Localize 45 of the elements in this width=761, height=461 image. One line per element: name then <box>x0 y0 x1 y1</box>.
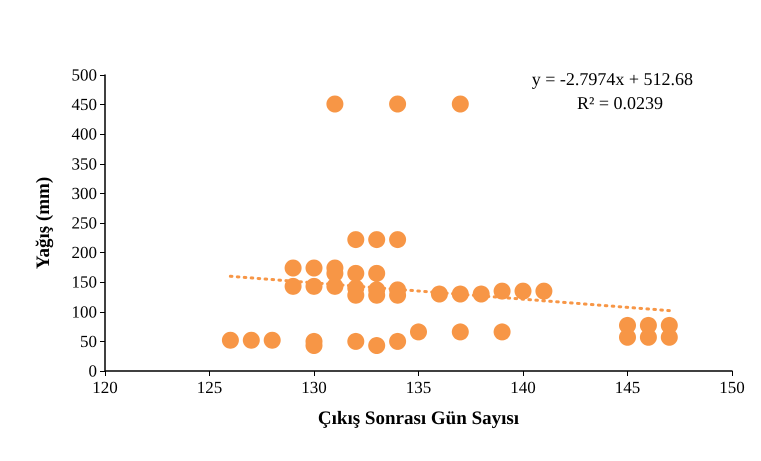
x-tick-label: 135 <box>406 378 432 397</box>
y-tick-label: 50 <box>80 332 97 351</box>
x-tick-label: 150 <box>719 378 745 397</box>
annotation: y = -2.7974x + 512.68 <box>532 69 693 89</box>
point <box>389 332 406 350</box>
point <box>368 231 386 248</box>
point <box>306 259 322 276</box>
y-axis-title: Yağış (mm) <box>33 176 54 270</box>
x-tick-label: 120 <box>92 378 118 397</box>
point <box>347 264 364 282</box>
point <box>368 264 386 282</box>
point <box>452 96 469 113</box>
y-tick-label: 400 <box>72 124 97 144</box>
point <box>264 332 281 349</box>
x-tick-label: 130 <box>301 378 327 397</box>
y-tick-label: 150 <box>72 272 97 292</box>
point <box>410 323 427 340</box>
x-tick-label: 145 <box>614 378 640 397</box>
x-tick-label: 140 <box>510 378 536 397</box>
point <box>242 332 260 349</box>
y-tick-label: 0 <box>88 362 97 380</box>
y-tick-label: 250 <box>72 214 97 232</box>
y-tick-label: 200 <box>72 243 97 262</box>
point <box>535 282 552 300</box>
x-axis-title: Çıkış Sonrası Gün Sayısı <box>318 408 520 429</box>
point <box>368 337 386 354</box>
point <box>347 332 364 350</box>
y-tick-label: 350 <box>72 154 97 174</box>
y-tick-label: 100 <box>72 302 97 322</box>
point <box>284 259 302 276</box>
y-tick-label: 450 <box>72 95 97 114</box>
point <box>326 96 344 113</box>
point <box>222 332 239 349</box>
annotation: R² = 0.0239 <box>576 93 664 113</box>
y-tick-label: 500 <box>72 66 97 84</box>
point <box>284 278 302 295</box>
point <box>494 323 511 340</box>
point <box>452 323 469 340</box>
point <box>494 282 511 300</box>
point <box>389 96 406 113</box>
point <box>514 282 532 300</box>
y-tick-label: 300 <box>72 184 97 203</box>
point <box>347 231 364 248</box>
x-tick-label: 125 <box>196 378 222 397</box>
point <box>389 231 406 248</box>
